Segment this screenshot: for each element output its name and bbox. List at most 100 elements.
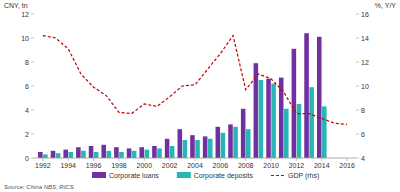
y2-tick	[356, 110, 359, 111]
y2-tick-label: 4	[361, 155, 365, 162]
x-tick-label: 2006	[213, 162, 229, 169]
bar	[284, 109, 289, 158]
bar	[43, 154, 48, 158]
bar	[51, 151, 56, 158]
bar	[132, 151, 137, 158]
bar	[38, 152, 43, 158]
bar	[259, 80, 264, 158]
x-tick-label: 2000	[137, 162, 153, 169]
y2-tick	[356, 14, 359, 15]
legend-swatch	[271, 175, 285, 176]
y-tick-label: 4	[25, 107, 29, 114]
bar	[297, 104, 302, 158]
y2-tick-label: 12	[361, 59, 369, 66]
y-tick-label: 6	[25, 83, 29, 90]
y-tick	[31, 14, 34, 15]
bar	[68, 152, 73, 158]
bar	[127, 148, 132, 158]
bar	[266, 79, 271, 158]
bar	[165, 139, 170, 158]
bar	[292, 49, 297, 158]
bar	[216, 127, 221, 158]
y2-tick	[356, 86, 359, 87]
x-tick	[347, 158, 348, 161]
x-tick	[195, 158, 196, 161]
x-tick-label: 2010	[263, 162, 279, 169]
legend: Corporate loans Corporate deposits GDP (rh…	[92, 172, 319, 180]
bar	[114, 147, 119, 158]
bar	[119, 152, 124, 158]
x-tick	[169, 158, 170, 161]
bar	[170, 146, 175, 158]
y2-tick-label: 10	[361, 83, 369, 90]
y2-tick-label: 8	[361, 107, 365, 114]
bar	[101, 145, 106, 158]
x-tick-label: 2008	[238, 162, 254, 169]
bar	[271, 84, 276, 158]
y2-tick-label: 16	[361, 11, 369, 18]
bar	[317, 37, 322, 158]
bar	[81, 151, 86, 158]
y-tick	[31, 86, 34, 87]
bar	[157, 148, 162, 158]
chart: CNY, tn%, Y/Y024681012468101214161992199…	[0, 0, 400, 192]
x-tick-label: 2016	[339, 162, 355, 169]
bar	[107, 151, 112, 158]
legend-label: Corporate deposits	[194, 172, 254, 180]
source: Source: China NBS, RICS	[4, 184, 74, 190]
x-tick	[220, 158, 221, 161]
bar	[89, 146, 94, 158]
x-tick	[118, 158, 119, 161]
y-tick	[31, 134, 34, 135]
bar	[309, 87, 314, 158]
bar	[208, 139, 213, 158]
bar	[63, 150, 68, 158]
bar	[152, 146, 157, 158]
bar	[241, 109, 246, 158]
x-tick	[68, 158, 69, 161]
y2-tick	[356, 38, 359, 39]
y2-tick-label: 14	[361, 35, 369, 42]
x-tick-label: 2014	[314, 162, 330, 169]
bar	[228, 124, 233, 158]
y2-tick	[356, 62, 359, 63]
x-tick	[271, 158, 272, 161]
x-tick-label: 1992	[35, 162, 51, 169]
bar	[139, 147, 144, 158]
x-tick	[144, 158, 145, 161]
bar	[56, 153, 61, 158]
x-tick-label: 2012	[289, 162, 305, 169]
y-tick-label: 8	[25, 59, 29, 66]
y2-axis-label: %, Y/Y	[375, 2, 397, 9]
x-tick	[245, 158, 246, 161]
bar	[178, 129, 183, 158]
x-tick	[296, 158, 297, 161]
y2-tick	[356, 158, 359, 159]
bar	[233, 127, 238, 158]
x-axis	[34, 158, 356, 159]
x-tick	[321, 158, 322, 161]
x-tick-label: 2002	[162, 162, 178, 169]
bar	[322, 106, 327, 158]
legend-label: Corporate loans	[109, 172, 159, 180]
y-tick-label: 12	[21, 11, 29, 18]
bar	[145, 150, 150, 158]
bar	[76, 147, 81, 158]
plot-marks	[38, 33, 347, 158]
y-tick	[31, 110, 34, 111]
y-tick-label: 0	[25, 155, 29, 162]
line	[43, 36, 347, 125]
y2-tick-label: 6	[361, 131, 365, 138]
x-tick-label: 2004	[187, 162, 203, 169]
y-tick	[31, 62, 34, 63]
x-tick-label: 1996	[86, 162, 102, 169]
y-tick	[31, 38, 34, 39]
y-tick-label: 2	[25, 131, 29, 138]
y-axis-label: CNY, tn	[4, 2, 28, 9]
bar	[183, 140, 188, 158]
bar	[221, 133, 226, 158]
x-tick	[42, 158, 43, 161]
bar	[195, 140, 200, 158]
y2-tick	[356, 134, 359, 135]
legend-label: GDP (rhs)	[288, 172, 319, 180]
